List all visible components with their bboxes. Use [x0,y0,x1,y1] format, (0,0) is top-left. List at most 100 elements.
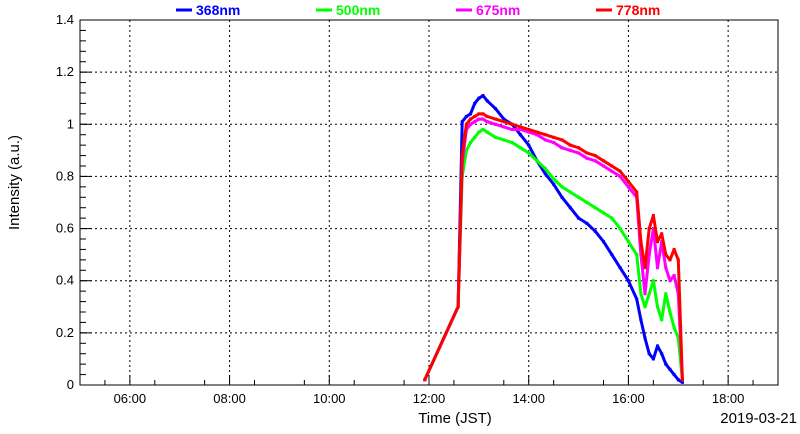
data-point [481,94,485,98]
data-point [423,378,427,382]
data-point [676,378,680,382]
data-point [639,292,643,296]
legend-label: 675nm [476,2,520,18]
data-point [672,247,676,251]
data-point [664,292,668,296]
data-point [543,172,547,176]
data-point [610,216,614,220]
data-point [672,373,676,377]
data-point [477,112,481,116]
series-line [423,112,684,381]
data-point [651,214,655,218]
legend-label: 500nm [336,2,380,18]
data-point [577,151,581,155]
data-point [552,182,556,186]
data-point [510,128,514,131]
data-point [552,141,556,145]
data-point [493,107,497,111]
axis-ticks: 06:00 08:00 10:00 12:00 14:00 16:00 18:00 0 0.2 0… [56,12,779,406]
data-point [527,128,531,131]
data-point [635,190,639,194]
data-point [602,240,605,244]
data-point [668,258,672,262]
data-point [618,227,622,231]
y-tick-label: 0.8 [56,168,74,183]
legend: 368nm 500nm 675nm 778nm [176,2,660,18]
y-tick-label: 0.2 [56,325,74,340]
data-point [477,130,481,134]
x-tick-label: 14:00 [512,391,545,406]
data-point [464,114,468,118]
data-point [473,114,477,118]
data-point [676,336,680,340]
data-point [560,195,564,199]
data-point [664,253,668,257]
data-point [518,128,522,131]
legend-label: 778nm [616,2,660,18]
data-point [502,125,506,129]
data-point [552,177,556,181]
data-point [485,120,489,124]
data-point [527,151,531,155]
data-point [456,305,460,309]
data-point [676,258,680,262]
data-point [672,274,676,277]
data-point [635,253,639,257]
data-point [593,159,597,163]
data-point [485,130,489,134]
data-point [460,120,464,124]
data-point [535,159,539,163]
data-point [651,227,655,231]
data-point [518,146,522,150]
data-point [651,357,655,361]
data-point [585,151,589,155]
data-point [460,154,464,158]
y-tick-label: 1.2 [56,64,74,79]
data-point [656,344,660,348]
data-point [469,117,473,121]
x-tick-label: 08:00 [213,391,246,406]
y-tick-label: 0 [67,377,74,392]
data-point [464,122,468,126]
data-point [660,240,664,244]
data-point [593,229,597,233]
data-point [473,120,477,124]
series-layer [423,94,684,384]
data-point [552,135,556,139]
x-tick-label: 12:00 [413,391,446,406]
data-point [510,141,514,145]
x-tick-label: 10:00 [313,391,346,406]
data-point [626,180,630,184]
data-point [518,125,522,129]
data-point [660,232,664,236]
data-point [585,156,589,160]
x-tick-label: 06:00 [114,391,147,406]
data-point [485,99,489,103]
data-point [568,190,572,194]
data-point [664,266,668,270]
data-point [656,240,660,244]
date-label: 2019-03-21 [720,410,797,427]
data-point [651,279,655,283]
data-point [493,122,497,126]
data-point [647,253,651,257]
data-point [577,146,581,150]
data-point [618,169,622,173]
data-point [626,185,630,189]
data-point [527,130,531,134]
data-point [668,279,672,283]
data-point [618,174,622,178]
data-point [535,130,539,134]
x-tick-label: 16:00 [612,391,645,406]
data-point [610,169,614,173]
data-point [502,120,506,124]
data-point [672,326,676,330]
data-point [543,167,547,171]
data-point [473,101,477,105]
data-point [481,117,485,121]
data-point [593,206,597,210]
data-point [527,143,531,147]
data-point [639,318,643,322]
data-point [493,135,497,139]
data-point [593,154,597,158]
